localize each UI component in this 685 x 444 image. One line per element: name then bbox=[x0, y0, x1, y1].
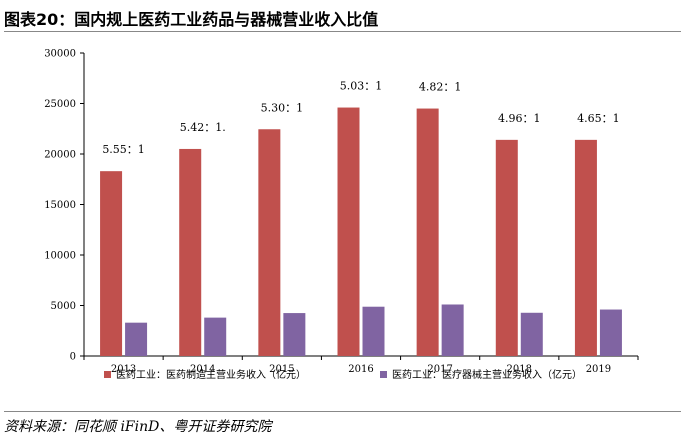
source-divider bbox=[4, 411, 681, 412]
x-tick-label: 2016 bbox=[348, 364, 373, 375]
ratio-label: 5.30：1 bbox=[261, 101, 304, 114]
ratio-label: 5.55：1 bbox=[102, 143, 145, 156]
bar-pharma-2019 bbox=[574, 139, 597, 356]
ratio-label: 4.96：1 bbox=[498, 112, 541, 125]
chart-legend: 医药工业：医药制造主营业务收入（亿元） 医药工业：医疗器械主营业务收入（亿元） bbox=[104, 368, 582, 381]
title-divider bbox=[4, 31, 681, 32]
bar-chart: 0 5000 10000 15000 20000 25000 30000 2013 2014 20… bbox=[44, 49, 639, 381]
bar-pharma-2013 bbox=[100, 171, 123, 356]
x-tick-label: 2014 bbox=[190, 364, 215, 375]
y-tick-label: 5000 bbox=[51, 301, 76, 312]
bar-pharma-2014 bbox=[179, 148, 202, 356]
y-tick-label: 20000 bbox=[44, 150, 76, 161]
legend-label: 医药工业：医药制造主营业务收入（亿元） bbox=[116, 368, 306, 381]
y-tick-label: 10000 bbox=[44, 251, 76, 262]
x-tick-label: 2017 bbox=[427, 364, 452, 375]
y-tick-label: 25000 bbox=[44, 99, 76, 110]
bar-device-2019 bbox=[599, 309, 622, 356]
ratio-label: 4.82：1 bbox=[419, 81, 462, 94]
x-tick-label: 2013 bbox=[111, 364, 136, 375]
x-tick-label: 2019 bbox=[586, 364, 611, 375]
bar-device-2017 bbox=[441, 304, 464, 356]
legend-swatch bbox=[104, 371, 111, 378]
legend-label: 医药工业：医疗器械主营业务收入（亿元） bbox=[392, 368, 582, 381]
y-tick-label: 15000 bbox=[44, 200, 76, 211]
chart-data-labels: 5.55：1 5.42：1. 5.30：1 5.03：1 4.82：1 4.96：1 4.6… bbox=[102, 80, 619, 157]
bar-pharma-2017 bbox=[416, 108, 439, 356]
ratio-label: 5.03：1 bbox=[340, 80, 383, 93]
bar-pharma-2016 bbox=[337, 107, 360, 356]
bar-device-2018 bbox=[520, 312, 543, 356]
chart-axes: 0 5000 10000 15000 20000 25000 30000 2013 2014 20… bbox=[44, 49, 639, 375]
bar-pharma-2015 bbox=[258, 129, 281, 356]
x-tick-label: 2018 bbox=[507, 364, 532, 375]
bar-pharma-2018 bbox=[495, 139, 518, 356]
y-tick-label: 30000 bbox=[44, 49, 76, 60]
chart-bars bbox=[100, 107, 622, 356]
source-note: 资料来源：同花顺 iFinD、粤开证券研究院 bbox=[4, 419, 272, 435]
ratio-label: 4.65：1 bbox=[577, 112, 620, 125]
bar-device-2016 bbox=[362, 306, 385, 356]
bar-device-2014 bbox=[204, 317, 227, 356]
ratio-label: 5.42：1. bbox=[180, 121, 226, 134]
legend-swatch bbox=[380, 371, 387, 378]
bar-device-2013 bbox=[125, 322, 148, 356]
x-tick-label: 2015 bbox=[269, 364, 294, 375]
page-title: 图表20：国内规上医药工业药品与器械营业收入比值 bbox=[4, 10, 379, 29]
y-tick-label: 0 bbox=[70, 352, 76, 363]
bar-device-2015 bbox=[283, 313, 306, 356]
